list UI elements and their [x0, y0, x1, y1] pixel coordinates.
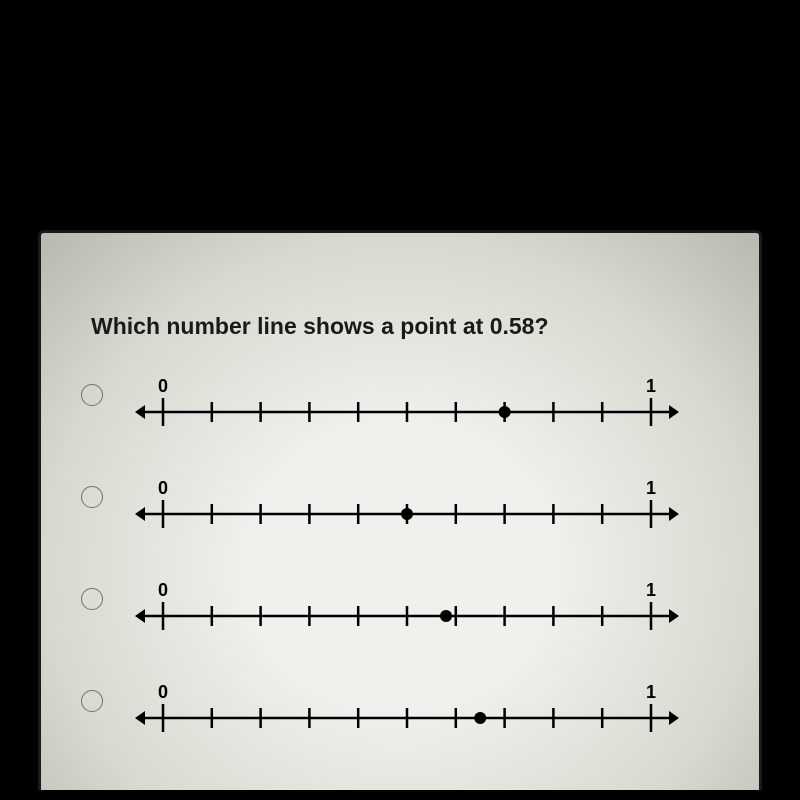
svg-text:0: 0 — [158, 580, 168, 600]
option-c[interactable]: 01 — [81, 574, 719, 644]
radio-b[interactable] — [81, 486, 103, 508]
svg-text:1: 1 — [646, 682, 656, 702]
quiz-panel: Which number line shows a point at 0.58?… — [38, 230, 762, 790]
option-a[interactable]: 01 — [81, 370, 719, 440]
radio-c[interactable] — [81, 588, 103, 610]
numberline-svg-c: 01 — [127, 574, 687, 644]
svg-text:0: 0 — [158, 478, 168, 498]
svg-text:1: 1 — [646, 580, 656, 600]
numberline-b: 01 — [127, 472, 687, 542]
numberline-svg-b: 01 — [127, 472, 687, 542]
question-text: Which number line shows a point at 0.58? — [91, 313, 719, 340]
numberline-d: 01 — [127, 676, 687, 746]
svg-text:0: 0 — [158, 682, 168, 702]
numberline-a: 01 — [127, 370, 687, 440]
radio-a[interactable] — [81, 384, 103, 406]
option-d[interactable]: 01 — [81, 676, 719, 746]
numberline-c: 01 — [127, 574, 687, 644]
numberline-svg-d: 01 — [127, 676, 687, 746]
option-b[interactable]: 01 — [81, 472, 719, 542]
content-area: Which number line shows a point at 0.58?… — [41, 233, 759, 790]
svg-text:1: 1 — [646, 376, 656, 396]
numberline-svg-a: 01 — [127, 370, 687, 440]
svg-text:1: 1 — [646, 478, 656, 498]
svg-text:0: 0 — [158, 376, 168, 396]
radio-d[interactable] — [81, 690, 103, 712]
